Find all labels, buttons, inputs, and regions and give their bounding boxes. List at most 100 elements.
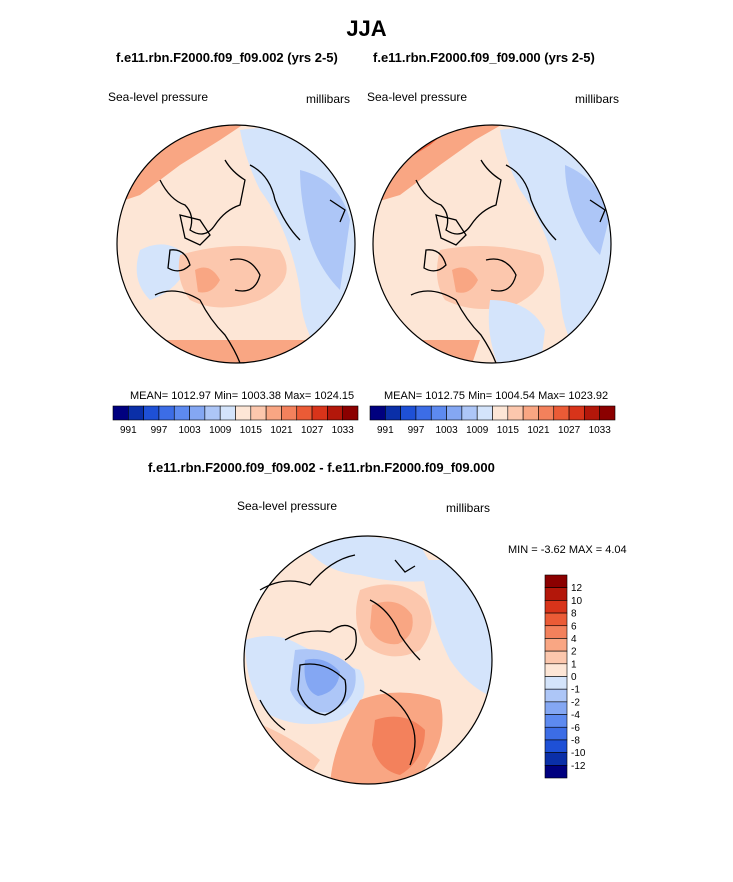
panel3-colorbar-tick-label: -8 <box>571 735 580 746</box>
panel3-colorbar-box <box>544 714 568 728</box>
map3-fill-greenland-low-core <box>304 658 340 696</box>
panel3-colorbar-tick-label: 2 <box>571 647 577 658</box>
map3-fill-ne-high-core <box>370 601 413 645</box>
map2-coastlines <box>410 159 606 364</box>
map2-fill-greenland-peak <box>452 267 478 293</box>
panel1-colorbar-box <box>173 405 190 421</box>
panel3-colorbar-tick-label: 8 <box>571 609 577 620</box>
panel3-colorbar-tick-label: 10 <box>571 596 583 607</box>
panel3-colorbar-box <box>544 650 568 665</box>
panel1-map <box>116 124 356 364</box>
panel1-colorbar-box <box>158 405 175 421</box>
panel3-colorbar-tick-label: 0 <box>571 672 577 683</box>
panel1-colorbar-tick-label: 1033 <box>332 425 355 436</box>
panel2-colorbar-box <box>492 405 509 421</box>
panel3-colorbar-box <box>544 600 568 614</box>
panel1-colorbar-box <box>235 405 252 421</box>
panel3-colorbar-box <box>544 587 568 601</box>
panel3-colorbar-box <box>544 676 568 690</box>
panel1-colorbar-tick-label: 1015 <box>240 425 263 436</box>
panel3-colorbar-tick-label: -4 <box>571 710 580 721</box>
map1-fill-s-high <box>117 340 355 363</box>
panel2-colorbar-box <box>385 405 401 421</box>
panel3-colorbar-tick-label: -10 <box>571 748 586 759</box>
panel2-colorbar-tick-label: 1033 <box>589 425 612 436</box>
panel3-colorbar-tick-label: -1 <box>571 685 580 696</box>
panel3-colorbar-box <box>544 612 568 627</box>
panel3-stats: MIN = -3.62 MAX = 4.04 <box>508 544 627 556</box>
panel1-variable-label: Sea-level pressure <box>108 90 209 104</box>
panel2-colorbar-tick-label: 1015 <box>497 425 520 436</box>
panel3-colorbar-box <box>544 663 568 677</box>
map3-coastlines <box>259 554 421 766</box>
panel3-colorbar-box <box>544 726 568 741</box>
panel1-colorbar-box <box>265 405 282 421</box>
panel2-colorbar-box <box>522 405 539 421</box>
panel3-colorbar-tick-label: -6 <box>571 723 580 734</box>
panel1-colorbar-box <box>296 405 313 421</box>
panel1-colorbar-box <box>342 405 359 421</box>
panel2-colorbar-box <box>553 405 570 421</box>
panel3-variable-label: Sea-level pressure <box>237 499 338 513</box>
panel2-colorbar-box <box>476 405 493 421</box>
panel2-colorbar-box <box>446 405 463 421</box>
panel1-colorbar-box <box>128 405 144 421</box>
panel1-stats: MEAN= 1012.97 Min= 1003.38 Max= 1024.15 <box>130 390 355 402</box>
map1-fill-greenland-peak <box>195 267 220 293</box>
panel2-stats: MEAN= 1012.75 Min= 1004.54 Max= 1023.92 <box>384 390 609 402</box>
panel2-colorbar-box <box>584 405 600 421</box>
panel3-colorbar-box <box>544 752 568 766</box>
panel1-colorbar: 991 997 1003 1009 1015 1021 1027 1033 <box>112 405 359 436</box>
panel2-colorbar-box <box>599 405 616 421</box>
panel2-variable-label: Sea-level pressure <box>367 90 468 104</box>
panel2-colorbar-box <box>415 405 432 421</box>
panel2-colorbar-box <box>369 405 386 421</box>
panel1-colorbar-box <box>250 405 267 421</box>
main-title: JJA <box>346 16 387 41</box>
panel1-colorbar-box <box>189 405 206 421</box>
panel2-colorbar-tick-label: 1003 <box>435 425 458 436</box>
panel1-title: f.e11.rbn.F2000.f09_f09.002 (yrs 2-5) <box>116 50 338 65</box>
panel2-title: f.e11.rbn.F2000.f09_f09.000 (yrs 2-5) <box>373 50 595 65</box>
panel1-colorbar-box <box>281 405 298 421</box>
panel3-colorbar-tick-label: 6 <box>571 621 577 632</box>
panel2-colorbar-box <box>430 405 447 421</box>
panel2-colorbar-box <box>507 405 524 421</box>
panel3-colorbar-box <box>544 574 568 588</box>
map2-fill-e-low-core <box>565 165 610 255</box>
panel2-colorbar-tick-label: 997 <box>408 425 425 436</box>
map3-fill-n-low <box>300 536 440 582</box>
panel1-units-label: millibars <box>306 92 351 106</box>
map1-fill-e-low-core <box>300 170 350 290</box>
panel2-colorbar-box <box>400 405 417 421</box>
panel1-colorbar-tick-label: 1009 <box>209 425 232 436</box>
panel1-colorbar-box <box>327 405 343 421</box>
panel2-colorbar-tick-label: 991 <box>377 425 394 436</box>
panel1-colorbar-box <box>311 405 328 421</box>
panel1-colorbar-tick-label: 997 <box>151 425 168 436</box>
panel1-colorbar-tick-label: 1003 <box>178 425 201 436</box>
map1-border <box>116 124 356 364</box>
panel1-colorbar-box <box>219 405 236 421</box>
map1-coastlines <box>154 159 346 364</box>
panel3-colorbar-box <box>544 638 568 652</box>
panel1-colorbar-tick-label: 1021 <box>270 425 293 436</box>
map1-fill-sw-low <box>136 244 190 300</box>
panel3-colorbar-tick-label: 12 <box>571 583 583 594</box>
map3-border <box>243 535 493 785</box>
panel2-colorbar-box <box>461 405 478 421</box>
panel2-colorbar-tick-label: 1009 <box>466 425 489 436</box>
panel3-colorbar-tick-label: 1 <box>571 659 577 670</box>
panel1-colorbar-tick-label: 991 <box>120 425 137 436</box>
map2-fill-greenland-high <box>436 246 545 309</box>
panel3-colorbar-box <box>544 765 568 779</box>
panel2-colorbar-tick-label: 1027 <box>558 425 581 436</box>
map2-fill-s-high <box>373 340 480 363</box>
panel3-units-label: millibars <box>446 501 491 515</box>
panel1-colorbar-box <box>204 405 221 421</box>
panel3-colorbar-tick-label: 4 <box>571 634 577 645</box>
panel2-colorbar-tick-label: 1021 <box>527 425 550 436</box>
panel2-map <box>372 124 612 364</box>
